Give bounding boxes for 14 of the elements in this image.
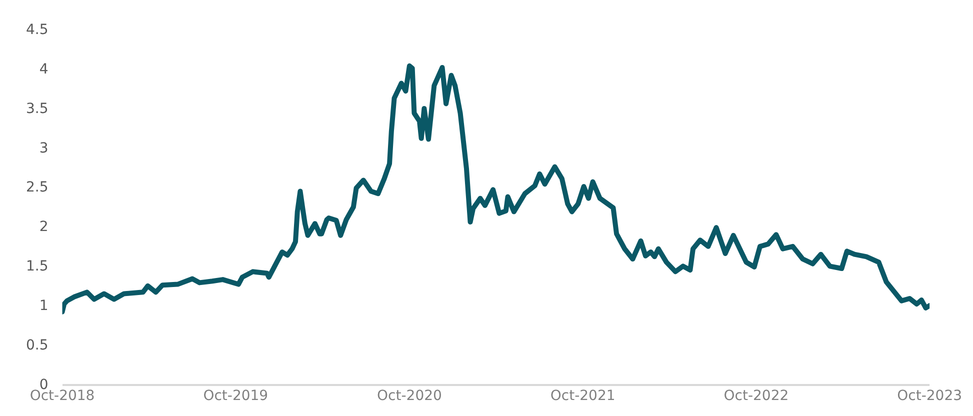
y-tick-label: 3.5 [26, 100, 48, 117]
x-tick-label: Oct-2021 [550, 388, 616, 404]
y-tick-label: 0.5 [26, 337, 48, 354]
y-tick-label: 2 [39, 219, 48, 236]
y-tick-label: 3 [39, 140, 48, 156]
x-tick-label: Oct-2023 [897, 388, 962, 404]
y-tick-label: 1.5 [26, 258, 48, 275]
x-tick-label: Oct-2020 [377, 388, 442, 404]
y-tick-label: 4 [39, 61, 48, 78]
x-tick-label: Oct-2022 [724, 388, 789, 404]
y-tick-label: 2.5 [26, 180, 48, 196]
y-tick-label: 1 [39, 298, 48, 314]
y-tick-label: 4.5 [26, 22, 48, 38]
x-tick-label: Oct-2019 [203, 388, 268, 404]
